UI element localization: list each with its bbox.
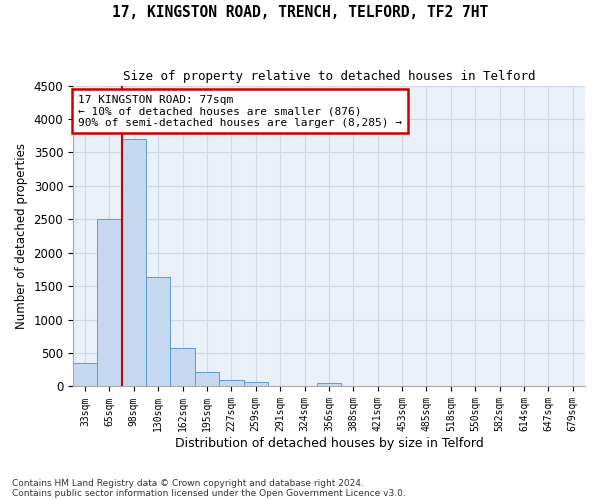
Text: 17 KINGSTON ROAD: 77sqm
← 10% of detached houses are smaller (876)
90% of semi-d: 17 KINGSTON ROAD: 77sqm ← 10% of detache… [78,94,402,128]
Bar [97,220,122,386]
Bar [146,277,170,386]
Bar [195,372,219,386]
Bar [317,383,341,386]
Bar [73,363,97,386]
X-axis label: Distribution of detached houses by size in Telford: Distribution of detached houses by size … [175,437,484,450]
Text: 17, KINGSTON ROAD, TRENCH, TELFORD, TF2 7HT: 17, KINGSTON ROAD, TRENCH, TELFORD, TF2 … [112,5,488,20]
Bar [219,380,244,386]
Bar [170,348,195,387]
Y-axis label: Number of detached properties: Number of detached properties [15,143,28,329]
Text: Contains HM Land Registry data © Crown copyright and database right 2024.: Contains HM Land Registry data © Crown c… [12,478,364,488]
Bar [244,382,268,386]
Bar [122,139,146,386]
Title: Size of property relative to detached houses in Telford: Size of property relative to detached ho… [123,70,535,83]
Text: Contains public sector information licensed under the Open Government Licence v3: Contains public sector information licen… [12,488,406,498]
